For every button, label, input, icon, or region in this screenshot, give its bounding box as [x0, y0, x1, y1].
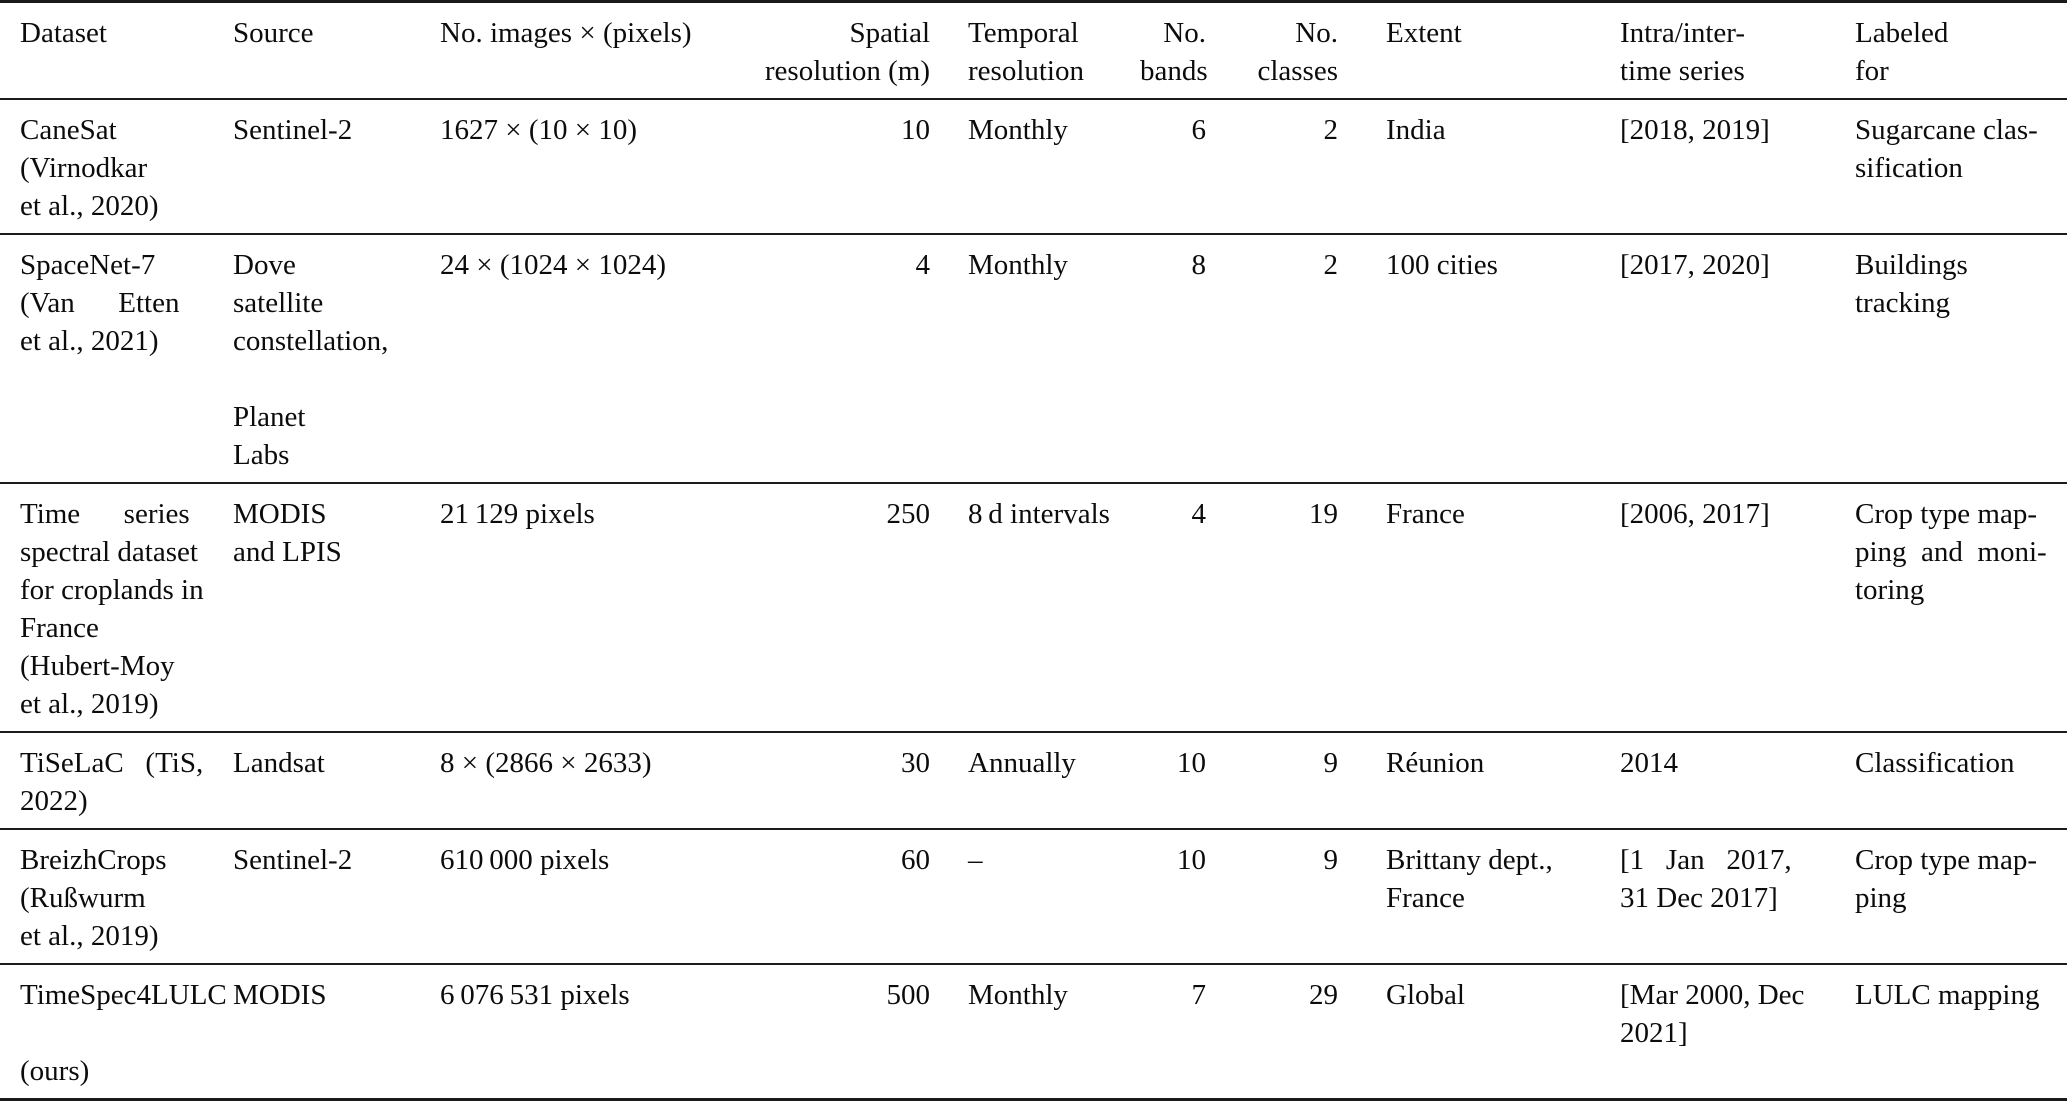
- table-row-breizhcrops: BreizhCrops (Rußwurm et al., 2019) Senti…: [0, 829, 2067, 964]
- cell-extent: Global: [1386, 979, 1465, 1011]
- cell-spatial: 10: [901, 114, 930, 146]
- cell-source: Sentinel-2: [233, 844, 353, 876]
- cell-spatial: 30: [901, 747, 930, 779]
- cell-labeled: Classification: [1855, 747, 2015, 779]
- cell-bands: 6: [1191, 114, 1207, 146]
- cell-classes: 29: [1309, 979, 1338, 1011]
- cell-intra: [Mar 2000, Dec 2021]: [1620, 979, 1805, 1049]
- table-header: Dataset Source No. images × (pixels) Spa…: [0, 2, 2067, 99]
- cell-labeled: LULC mapping: [1855, 979, 2040, 1011]
- cell-dataset: TimeSpec4LULC (ours): [20, 979, 227, 1087]
- cell-images: 24 × (1024 × 1024): [440, 249, 667, 281]
- col-header-no-classes: No. classes: [1257, 17, 1338, 87]
- table-row-spacenet7: SpaceNet-7 (Van Etten et al., 2021) Dove…: [0, 234, 2067, 483]
- table-row-timespec4lulc: TimeSpec4LULC (ours) MODIS 6 076 531 pix…: [0, 964, 2067, 1100]
- cell-temporal: Monthly: [968, 979, 1068, 1011]
- cell-classes: 9: [1323, 747, 1339, 779]
- cell-labeled: Crop type map- ping: [1855, 844, 2038, 914]
- cell-intra: [2018, 2019]: [1620, 114, 1770, 146]
- cell-classes: 19: [1309, 498, 1338, 530]
- cell-images: 1627 × (10 × 10): [440, 114, 638, 146]
- cell-intra: [1 Jan 2017, 31 Dec 2017]: [1620, 844, 1792, 914]
- cell-bands: 8: [1191, 249, 1207, 281]
- cell-extent: 100 cities: [1386, 249, 1498, 281]
- cell-intra: [2006, 2017]: [1620, 498, 1770, 530]
- cell-dataset: TiSeLaC (TiS, 2022): [20, 747, 204, 817]
- cell-labeled: Sugarcane clas- sification: [1855, 114, 2038, 184]
- cell-temporal: Monthly: [968, 249, 1068, 281]
- cell-extent: Brittany dept., France: [1386, 844, 1553, 914]
- cell-source: Dove satellite constellation, Planet Lab…: [233, 249, 389, 471]
- col-header-dataset: Dataset: [20, 17, 107, 49]
- col-header-intra-inter-time-series: Intra/inter- time series: [1620, 17, 1746, 87]
- table-body: CaneSat (Virnodkar et al., 2020) Sentine…: [0, 99, 2067, 1100]
- table-row-canesat: CaneSat (Virnodkar et al., 2020) Sentine…: [0, 99, 2067, 234]
- table-row-tiselac: TiSeLaC (TiS, 2022) Landsat 8 × (2866 × …: [0, 732, 2067, 829]
- cell-source: MODIS: [233, 979, 327, 1011]
- cell-classes: 2: [1323, 114, 1339, 146]
- cell-images: 8 × (2866 × 2633): [440, 747, 652, 779]
- cell-spatial: 60: [901, 844, 930, 876]
- cell-bands: 4: [1191, 498, 1207, 530]
- col-header-no-images-pixels: No. images × (pixels): [440, 17, 692, 49]
- cell-source: MODIS and LPIS: [233, 498, 342, 568]
- cell-spatial: 4: [915, 249, 931, 281]
- cell-intra: [2017, 2020]: [1620, 249, 1770, 281]
- col-header-temporal-resolution: Temporal resolution: [968, 17, 1084, 87]
- cell-temporal: 8 d intervals: [968, 498, 1110, 530]
- cell-images: 610 000 pixels: [440, 844, 610, 876]
- col-header-labeled-for: Labeled for: [1855, 17, 1949, 87]
- cell-dataset: Time series spectral dataset for croplan…: [20, 498, 204, 720]
- cell-temporal: Monthly: [968, 114, 1068, 146]
- cell-classes: 2: [1323, 249, 1339, 281]
- cell-intra: 2014: [1620, 747, 1678, 779]
- cell-spatial: 500: [886, 979, 931, 1011]
- table-row-time-series-croplands-france: Time series spectral dataset for croplan…: [0, 483, 2067, 732]
- col-header-spatial-resolution: Spatial resolution (m): [764, 17, 930, 87]
- cell-source: Landsat: [233, 747, 325, 779]
- cell-temporal: Annually: [968, 747, 1076, 779]
- cell-labeled: Crop type map- ping and moni- toring: [1855, 498, 2047, 606]
- cell-temporal: –: [968, 844, 983, 876]
- cell-classes: 9: [1323, 844, 1339, 876]
- cell-dataset: CaneSat (Virnodkar et al., 2020): [20, 114, 159, 222]
- cell-extent: India: [1386, 114, 1446, 146]
- cell-images: 6 076 531 pixels: [440, 979, 630, 1011]
- col-header-extent: Extent: [1386, 17, 1462, 49]
- cell-bands: 10: [1177, 844, 1206, 876]
- cell-extent: France: [1386, 498, 1465, 530]
- cell-extent: Réunion: [1386, 747, 1485, 779]
- cell-labeled: Buildings tracking: [1855, 249, 1968, 319]
- col-header-source: Source: [233, 17, 314, 49]
- col-header-no-bands: No. bands: [1140, 17, 1208, 87]
- cell-dataset: SpaceNet-7 (Van Etten et al., 2021): [20, 249, 180, 357]
- header-row: Dataset Source No. images × (pixels) Spa…: [0, 2, 2067, 99]
- cell-bands: 7: [1191, 979, 1207, 1011]
- cell-dataset: BreizhCrops (Rußwurm et al., 2019): [20, 844, 167, 952]
- cell-images: 21 129 pixels: [440, 498, 595, 530]
- cell-spatial: 250: [886, 498, 931, 530]
- cell-bands: 10: [1177, 747, 1206, 779]
- cell-source: Sentinel-2: [233, 114, 353, 146]
